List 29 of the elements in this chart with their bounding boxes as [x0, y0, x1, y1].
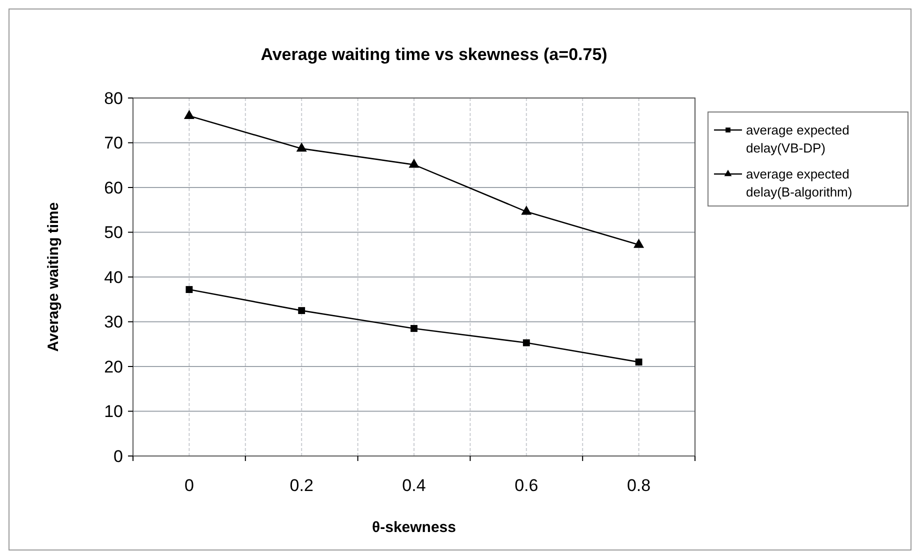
y-tick-label: 70 [104, 134, 123, 153]
x-tick-label: 0 [184, 476, 194, 495]
x-tick-label: 0.8 [626, 476, 651, 495]
y-tick-label: 30 [104, 312, 123, 332]
legend-label: average expected delay(B-algorithm) [746, 166, 852, 200]
point [635, 358, 642, 366]
x-axis-title: θ-skewness [372, 519, 456, 536]
y-tick-label: 0 [114, 446, 123, 466]
point [184, 110, 194, 119]
y-tick-label: 20 [104, 357, 123, 376]
point [408, 158, 420, 168]
y-tick-label: 50 [104, 223, 123, 242]
point [298, 307, 306, 314]
y-axis-title: Average waiting time [45, 202, 62, 352]
chart-title: Average waiting time vs skewness (a=0.75) [260, 45, 608, 64]
y-tick-label: 40 [104, 268, 123, 287]
point [522, 339, 530, 346]
point [186, 286, 193, 293]
point [634, 238, 644, 248]
y-tick-label: 80 [104, 88, 123, 108]
x-tick-label: 0.6 [514, 476, 538, 495]
y-tick-label: 60 [104, 178, 123, 198]
legend-label: average expected delay(VB-DP) [746, 122, 850, 156]
point [296, 142, 307, 152]
point [521, 206, 532, 215]
point [410, 325, 418, 332]
x-tick-label: 0.2 [290, 476, 314, 495]
y-tick-label: 10 [104, 402, 123, 422]
x-tick-label: 0.4 [402, 476, 426, 495]
